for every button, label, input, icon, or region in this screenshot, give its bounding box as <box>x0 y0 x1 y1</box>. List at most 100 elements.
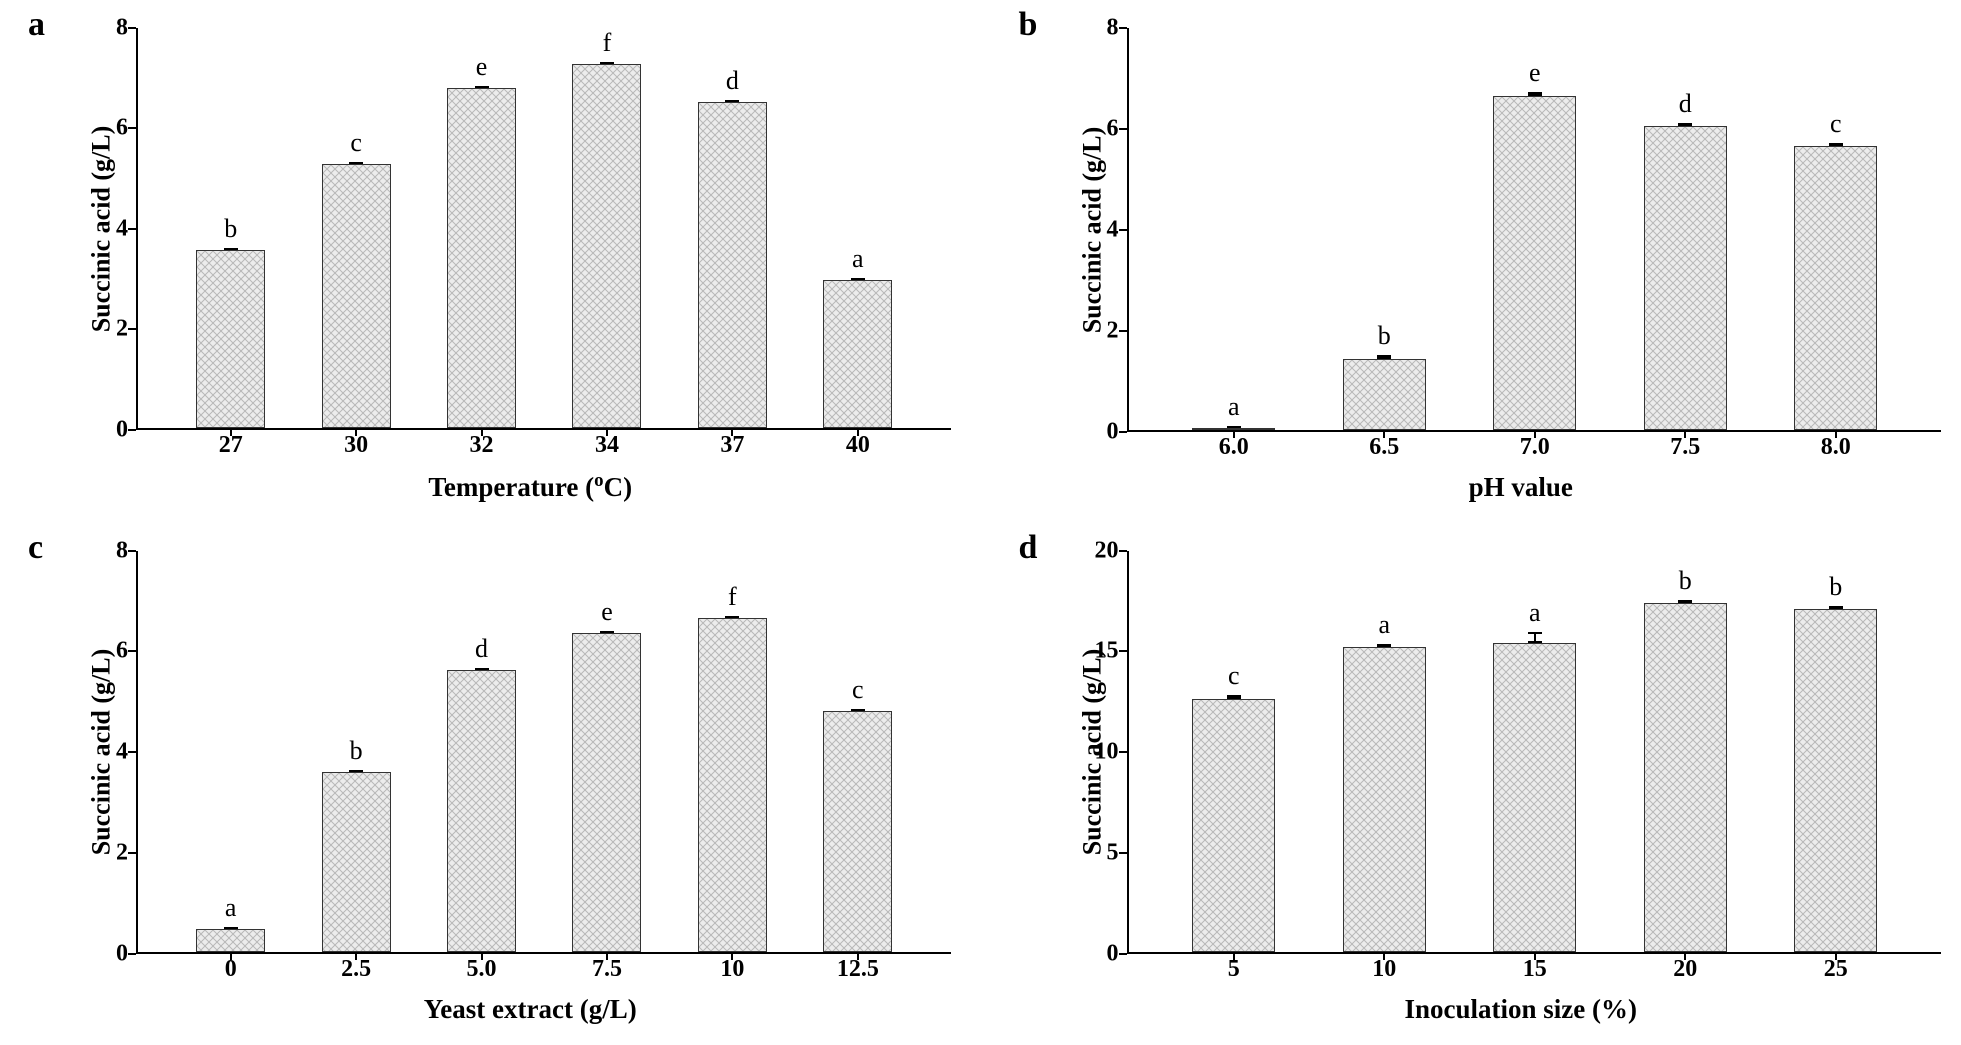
ylabel-wrap: Succinic acid (g/L) <box>1051 551 1081 955</box>
significance-label: a <box>1529 598 1541 628</box>
plot-area: abdefc02.55.07.51012.5 <box>136 551 951 955</box>
error-bar <box>1534 632 1536 643</box>
significance-label: b <box>350 736 363 766</box>
bar-group: c <box>1192 551 1275 953</box>
bar-group: d <box>447 551 516 953</box>
y-tick-label: 6 <box>116 638 128 665</box>
y-tick-label: 15 <box>1095 638 1119 665</box>
panel-c: cSuccinic acid (g/L)02468abdefc02.55.07.… <box>20 533 951 1026</box>
bar-group: a <box>1343 551 1426 953</box>
bars-container: abedc <box>1129 28 1942 430</box>
x-tick-label: 2.5 <box>293 956 418 983</box>
significance-label: b <box>224 214 237 244</box>
significance-label: e <box>1529 58 1541 88</box>
bars-container: caabb <box>1129 551 1942 953</box>
bar-slot: e <box>419 28 544 428</box>
y-tick-label: 8 <box>116 15 128 42</box>
bar-slot: e <box>544 551 669 953</box>
y-tick-mark <box>128 328 136 330</box>
bar-slot: d <box>419 551 544 953</box>
x-tick-label: 10 <box>670 956 795 983</box>
x-tick-label: 5 <box>1159 956 1310 983</box>
x-tick-label: 34 <box>544 432 669 459</box>
bars-container: b c e f d a <box>138 28 951 428</box>
error-cap-top <box>1528 632 1542 634</box>
panel-letter: c <box>28 529 43 567</box>
x-ticks: 02.55.07.51012.5 <box>138 952 951 983</box>
panel-b: bSuccinic acid (g/L)02468abedc6.06.57.07… <box>1011 10 1942 503</box>
bar <box>1343 647 1426 952</box>
bar <box>1644 126 1727 430</box>
significance-label: f <box>603 28 612 58</box>
bar-slot: a <box>168 551 293 953</box>
bar-group: b <box>1794 551 1877 953</box>
significance-label: a <box>852 244 864 274</box>
x-ticks: 510152025 <box>1129 952 1942 983</box>
x-tick-label: 12.5 <box>795 956 920 983</box>
x-tick-label: 7.5 <box>544 956 669 983</box>
bar <box>823 711 892 952</box>
bar-group: f <box>698 551 767 953</box>
y-tick-label: 0 <box>116 941 128 968</box>
y-tick-label: 4 <box>116 739 128 766</box>
bar <box>322 772 391 952</box>
bar-slot: b <box>1610 551 1761 953</box>
panel-a: aSuccinic acid (g/L)02468bcefda273032343… <box>20 10 951 503</box>
x-ticks: 6.06.57.07.58.0 <box>1129 430 1942 461</box>
y-tick-label: 0 <box>1107 418 1119 445</box>
bar-slot: d <box>670 28 795 428</box>
bar-group: d <box>698 28 767 428</box>
chart-row: Succinic acid (g/L)02468abedc6.06.57.07.… <box>1011 10 1942 432</box>
y-tick-label: 2 <box>116 316 128 343</box>
y-tick-label: 4 <box>1107 216 1119 243</box>
x-tick-label: 7.5 <box>1610 434 1761 461</box>
bar-slot: b <box>168 28 293 428</box>
bar <box>447 88 516 428</box>
x-tick-label: 40 <box>795 432 920 459</box>
plot-area: bcefda273032343740 <box>136 28 951 430</box>
x-tick-label: 8.0 <box>1761 434 1912 461</box>
y-axis: 02468 <box>90 551 136 955</box>
bar-group: b <box>1343 28 1426 430</box>
x-tick-label: 37 <box>670 432 795 459</box>
bar-group: b <box>196 28 265 428</box>
bar-group: a <box>823 28 892 428</box>
bar <box>196 929 265 952</box>
significance-label: f <box>728 582 737 612</box>
x-axis-label: Inoculation size (%) <box>1011 994 1942 1025</box>
significance-label: e <box>476 52 488 82</box>
bar-group: d <box>1644 28 1727 430</box>
y-tick-mark <box>128 27 136 29</box>
bar <box>572 633 641 952</box>
bar <box>1644 603 1727 952</box>
panel-letter: a <box>28 6 45 44</box>
y-tick-mark <box>1119 27 1127 29</box>
bar-group: a <box>1192 28 1275 430</box>
y-tick-mark <box>1119 229 1127 231</box>
bar-slot: a <box>795 28 920 428</box>
y-tick-mark <box>128 127 136 129</box>
y-tick-label: 2 <box>116 840 128 867</box>
x-tick-label: 6.5 <box>1309 434 1460 461</box>
y-tick-mark <box>1119 751 1127 753</box>
x-axis-label: Temperature (oC) <box>20 470 951 503</box>
significance-label: c <box>1228 661 1240 691</box>
x-axis-label: pH value <box>1011 472 1942 503</box>
y-tick-mark <box>1119 431 1127 433</box>
y-tick-mark <box>1119 852 1127 854</box>
bar-group: a <box>196 551 265 953</box>
ylabel-wrap: Succinic acid (g/L) <box>1051 28 1081 432</box>
x-tick-label: 27 <box>168 432 293 459</box>
bar-group: e <box>1493 28 1576 430</box>
significance-label: a <box>225 893 237 923</box>
chart-row: Succinic acid (g/L)02468bcefda2730323437… <box>20 10 951 430</box>
x-tick-label: 7.0 <box>1460 434 1611 461</box>
x-tick-label: 25 <box>1761 956 1912 983</box>
y-tick-mark <box>128 953 136 955</box>
bar <box>1493 96 1576 430</box>
significance-label: b <box>1378 321 1391 351</box>
significance-label: c <box>350 128 362 158</box>
figure-grid: aSuccinic acid (g/L)02468bcefda273032343… <box>0 0 1961 1045</box>
y-tick-label: 0 <box>1107 941 1119 968</box>
y-tick-label: 6 <box>1107 115 1119 142</box>
